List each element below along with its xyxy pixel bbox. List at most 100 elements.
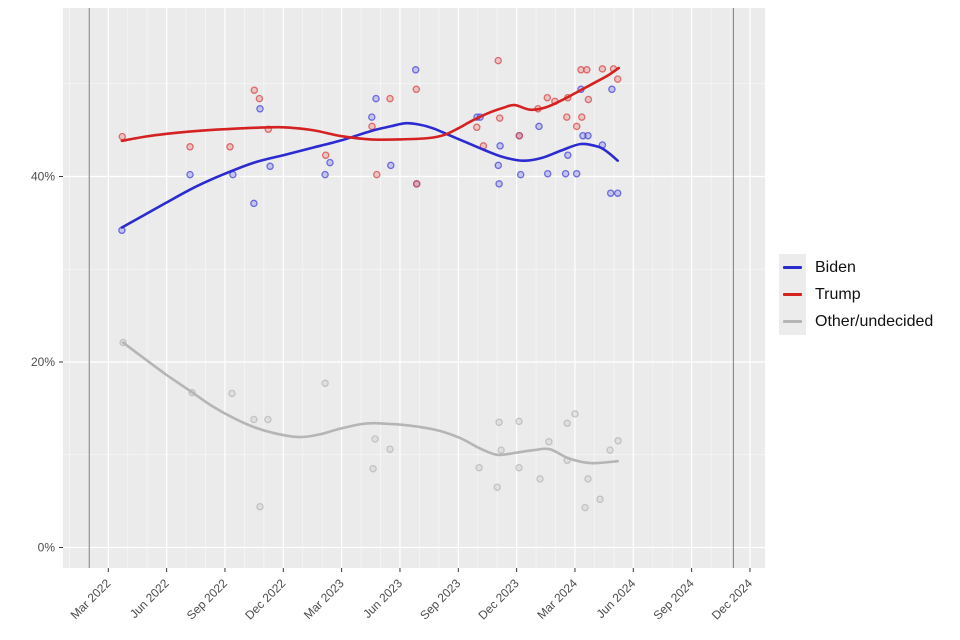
x-tick-label: Dec 2023 [476, 576, 522, 622]
biden-line-swatch [783, 266, 802, 269]
y-tick-label: 20% [31, 355, 55, 369]
poll-point-biden [496, 142, 504, 150]
poll-point-biden [266, 162, 274, 171]
y-tick-label: 40% [31, 170, 55, 184]
poll-point-trump [583, 66, 591, 74]
poll-point-trump [226, 143, 234, 151]
poll-point-biden [495, 180, 503, 188]
chart-legend: Biden Trump Other/undecided [779, 254, 933, 335]
poll-point-trump [543, 93, 552, 102]
poll-point-other-undecided [250, 415, 258, 424]
legend-item-biden: Biden [779, 254, 933, 281]
poll-point-trump [473, 123, 481, 132]
poll-point-other-undecided [515, 463, 523, 472]
poll-point-biden [494, 161, 503, 170]
poll-point-other-undecided [386, 445, 394, 453]
poll-point-other-undecided [493, 483, 501, 491]
x-tick-label: Mar 2022 [68, 576, 114, 622]
poll-point-other-undecided [495, 418, 503, 427]
x-tick-label: Jun 2024 [594, 576, 639, 621]
poll-point-trump [515, 131, 524, 140]
poll-point-biden [561, 169, 570, 178]
poll-point-other-undecided [581, 503, 589, 512]
poll-point-other-undecided [596, 495, 604, 504]
poll-point-biden [250, 199, 258, 208]
trump-line-swatch [783, 293, 802, 296]
poll-point-trump [494, 56, 502, 65]
trend-line-other-undecided [121, 341, 619, 465]
trend-line-biden [120, 121, 619, 229]
x-tick-label: Sep 2024 [651, 576, 697, 622]
poll-point-biden [516, 170, 525, 179]
poll-point-trump [412, 85, 421, 94]
poll-point-trump [386, 94, 394, 103]
poll-point-trump [598, 65, 607, 73]
poll-point-other-undecided [371, 435, 379, 443]
legend-label-biden: Biden [815, 258, 856, 276]
x-tick-label: Mar 2024 [534, 576, 580, 622]
poll-point-trump [321, 151, 330, 159]
poll-point-other-undecided [228, 389, 236, 398]
poll-point-biden [613, 189, 622, 197]
poll-point-biden [579, 131, 587, 140]
poll-point-trump [255, 94, 264, 103]
poll-point-trump [118, 132, 127, 141]
poll-point-biden [321, 170, 329, 179]
poll-point-other-undecided [321, 379, 329, 388]
poll-point-other-undecided [256, 502, 264, 511]
poll-point-other-undecided [369, 464, 377, 473]
poll-point-biden [186, 170, 194, 179]
poll-point-trump [613, 75, 622, 83]
x-tick-label: Mar 2023 [301, 576, 347, 622]
poll-point-trump [578, 113, 586, 121]
poll-point-biden [572, 169, 581, 178]
legend-label-other: Other/undecided [815, 312, 934, 330]
poll-point-trump [250, 86, 259, 94]
x-tick-label: Jun 2023 [360, 576, 405, 621]
poll-point-trump [368, 122, 376, 131]
poll-point-other-undecided [475, 463, 483, 472]
legend-label-trump: Trump [815, 285, 861, 303]
trend-line-trump [120, 66, 620, 143]
poll-point-biden [256, 105, 264, 113]
poll-point-biden [543, 169, 552, 178]
poll-point-biden [564, 151, 572, 159]
poll-point-trump [584, 95, 593, 104]
other-line-swatch [783, 320, 802, 323]
poll-point-other-undecided [614, 437, 622, 445]
poll-point-other-undecided [545, 438, 553, 446]
poll-point-biden [606, 189, 615, 197]
x-tick-label: Dec 2024 [709, 576, 755, 622]
legend-key-trump [779, 281, 806, 308]
poll-point-other-undecided [571, 410, 579, 418]
poll-point-trump [186, 143, 194, 151]
x-tick-label: Jun 2022 [127, 576, 172, 621]
poll-point-trump [412, 180, 421, 188]
x-tick-label: Sep 2023 [417, 576, 463, 622]
poll-point-biden [326, 158, 334, 167]
legend-item-other: Other/undecided [779, 308, 933, 335]
plot-panel [63, 8, 765, 568]
legend-item-trump: Trump [779, 281, 933, 308]
poll-point-trump [563, 113, 571, 121]
x-tick-label: Sep 2022 [184, 576, 230, 622]
poll-point-other-undecided [264, 415, 272, 424]
legend-key-other [779, 308, 806, 335]
poll-point-biden [372, 94, 380, 103]
poll-point-biden [535, 122, 543, 131]
poll-point-other-undecided [584, 475, 592, 483]
poll-point-biden [584, 131, 592, 140]
poll-point-other-undecided [536, 475, 544, 483]
poll-point-trump [495, 114, 504, 122]
x-tick-label: Dec 2022 [242, 576, 288, 622]
poll-point-other-undecided [606, 446, 614, 454]
poll-point-trump [373, 170, 381, 179]
legend-key-biden [779, 254, 806, 281]
poll-point-biden [608, 85, 616, 94]
poll-point-other-undecided [563, 419, 571, 427]
y-tick-label: 0% [38, 541, 56, 555]
poll-point-trump [572, 122, 581, 131]
poll-point-biden [411, 66, 420, 74]
